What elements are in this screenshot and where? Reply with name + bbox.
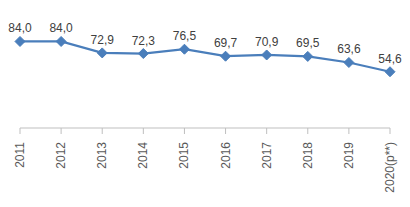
svg-text:84,0: 84,0 <box>49 21 73 35</box>
svg-text:2017: 2017 <box>260 142 274 169</box>
svg-text:69,7: 69,7 <box>214 36 238 50</box>
svg-text:2012: 2012 <box>54 142 68 169</box>
svg-text:84,0: 84,0 <box>8 21 32 35</box>
svg-text:72,9: 72,9 <box>91 33 115 47</box>
svg-text:2011: 2011 <box>13 142 27 168</box>
svg-text:2015: 2015 <box>177 142 191 169</box>
svg-text:54,6: 54,6 <box>378 52 402 66</box>
svg-text:70,9: 70,9 <box>255 35 279 49</box>
svg-text:2019: 2019 <box>342 142 356 169</box>
svg-text:63,6: 63,6 <box>337 42 361 56</box>
svg-text:72,3: 72,3 <box>132 34 156 48</box>
svg-text:2014: 2014 <box>136 142 150 169</box>
svg-text:2020(p**): 2020(p**) <box>383 142 397 193</box>
svg-text:69,5: 69,5 <box>296 36 320 50</box>
svg-text:76,5: 76,5 <box>173 29 197 43</box>
svg-text:2013: 2013 <box>95 142 109 169</box>
svg-text:2018: 2018 <box>301 142 315 169</box>
svg-text:2016: 2016 <box>219 142 233 169</box>
